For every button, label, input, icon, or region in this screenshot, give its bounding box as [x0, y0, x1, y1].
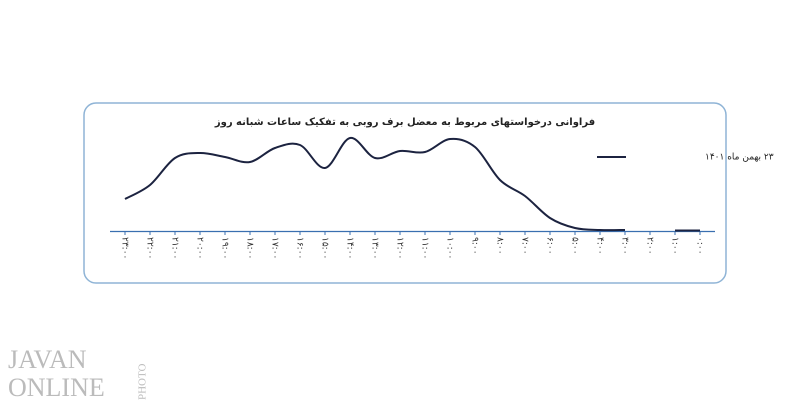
watermark-text: ONLINE: [8, 373, 105, 402]
x-tick-label: ۲۳:۰۰: [120, 237, 130, 259]
x-tick-label: ۴:۰۰: [595, 237, 605, 255]
x-tick-label: ۲۰:۰۰: [195, 237, 205, 259]
watermark: JAVAN ONLINE PHOTO: [8, 345, 149, 402]
x-tick-label: ۲۱:۰۰: [170, 237, 180, 259]
x-tick-label: ۲۲:۰۰: [145, 237, 155, 259]
x-tick-label: ۹:۰۰: [470, 237, 480, 255]
x-tick-label: ۱:۰۰: [670, 237, 680, 255]
chart-frame: [83, 102, 727, 284]
x-tick-label: ۵:۰۰: [570, 237, 580, 255]
watermark-text: PHOTO: [137, 363, 149, 400]
x-tick-label: ۱۷:۰۰: [270, 237, 280, 259]
x-tick-label: ۱۵:۰۰: [320, 237, 330, 259]
x-tick-label: ۱۶:۰۰: [295, 237, 305, 259]
x-tick-label: ۱۳:۰۰: [370, 237, 380, 259]
x-tick-label: ۶:۰۰: [545, 237, 555, 255]
x-tick-label: ۲:۰۰: [645, 237, 655, 255]
x-tick-label: ۱۲:۰۰: [395, 237, 405, 259]
x-tick-label: ۳:۰۰: [620, 237, 630, 255]
line-series: [124, 136, 700, 232]
legend-label: ۲۳ بهمن ماه ۱۴۰۱: [705, 153, 774, 163]
watermark-text: JAVAN: [8, 345, 87, 374]
x-tick-label: ۰:۰۰: [695, 237, 705, 255]
x-tick-label: ۸:۰۰: [495, 237, 505, 255]
x-tick-label: ۷:۰۰: [520, 237, 530, 255]
x-tick-label: ۱۰:۰۰: [445, 237, 455, 259]
x-tick-label: ۱۹:۰۰: [220, 237, 230, 259]
x-tick-label: ۱۴:۰۰: [345, 237, 355, 259]
x-tick-label: ۱۱:۰۰: [420, 237, 430, 259]
chart-title: فراوانی درخواستهای مربوط به معضل برف روب…: [214, 117, 595, 128]
x-tick-label: ۱۸:۰۰: [245, 237, 255, 259]
